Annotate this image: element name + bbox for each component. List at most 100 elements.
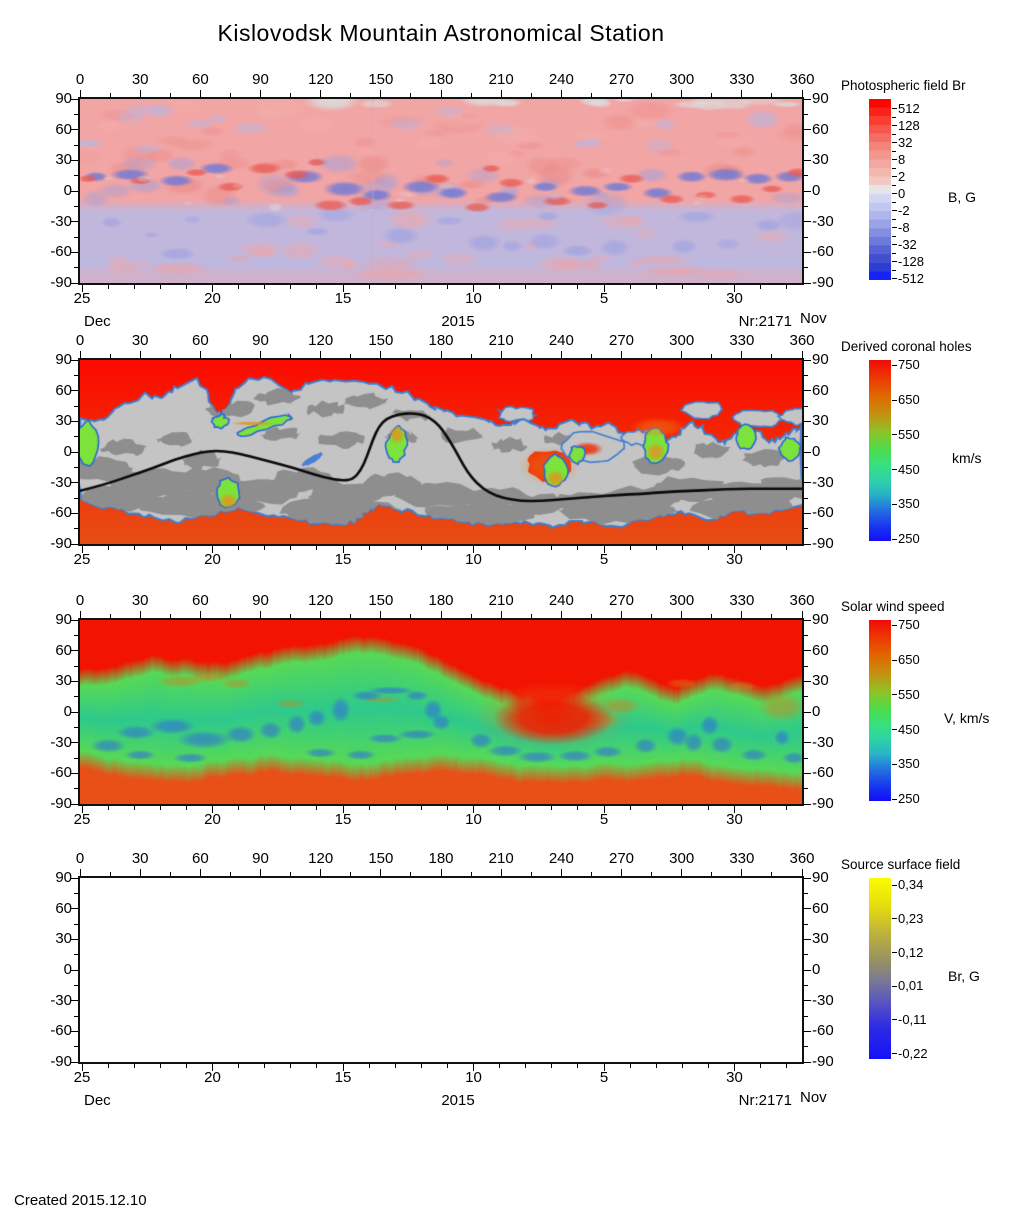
lat-tick <box>71 420 78 422</box>
day-tick <box>238 806 240 810</box>
lon-tick <box>410 354 412 358</box>
lat-tick-label: 30 <box>812 412 829 430</box>
colorbar-tick-label: 750 <box>898 617 920 633</box>
lon-tick-label: 60 <box>191 71 209 88</box>
month-label-left: Dec <box>84 313 111 330</box>
lon-tick-label: 0 <box>75 850 85 867</box>
day-tick <box>551 806 553 810</box>
lat-tick-label: -90 <box>812 535 834 552</box>
colorbar-tick <box>892 159 897 161</box>
lon-tick <box>621 869 622 876</box>
day-tick <box>316 1064 318 1068</box>
day-tick <box>734 806 735 813</box>
day-tick <box>342 285 344 292</box>
day-tick <box>420 285 422 289</box>
colorbar-tick-label: 0,34 <box>898 877 924 893</box>
colorbar-tick <box>892 538 897 540</box>
lon-tick <box>169 354 171 358</box>
lon-tick-label: 150 <box>368 332 394 349</box>
lon-tick <box>109 614 111 618</box>
lat-tick <box>71 390 78 392</box>
lon-tick <box>590 614 592 618</box>
lat-tick-label: 90 <box>812 611 829 628</box>
lat-tick <box>804 877 811 879</box>
lat-tick <box>71 451 78 453</box>
day-tick <box>655 1064 657 1068</box>
day-tick-label: 20 <box>204 811 221 828</box>
year-label: 2015 <box>441 1092 475 1109</box>
lon-tick <box>651 872 653 876</box>
day-tick <box>734 285 735 292</box>
lat-tick-label: 0 <box>812 703 821 720</box>
lon-tick-label: 0 <box>75 332 85 349</box>
colorbar-tick <box>892 763 897 765</box>
colorbar-tick <box>892 193 897 195</box>
lon-tick-label: 150 <box>368 850 394 867</box>
created-note: Created 2015.12.10 <box>14 1192 147 1209</box>
colorbar-tick <box>892 278 897 280</box>
lat-tick-label: -90 <box>50 1053 72 1070</box>
lat-tick <box>804 359 811 361</box>
day-tick <box>473 1064 474 1071</box>
lat-tick-label: -90 <box>50 795 72 812</box>
colorbar-tick-label: 0,01 <box>898 978 924 994</box>
lon-tick <box>681 611 683 618</box>
colorbar-tick-label: -8 <box>898 219 910 235</box>
lat-tick <box>804 113 808 115</box>
colorbar-tick <box>892 659 897 661</box>
lat-tick <box>804 788 808 790</box>
day-tick <box>473 806 474 813</box>
colorbar-minor-tick <box>892 201 896 203</box>
lon-tick <box>530 93 532 97</box>
lat-tick <box>74 1046 78 1048</box>
lon-tick <box>440 351 442 358</box>
lat-tick <box>74 405 78 407</box>
lon-tick <box>560 90 562 97</box>
day-tick <box>290 1064 292 1068</box>
day-tick-label: 5 <box>599 1069 609 1086</box>
lat-tick <box>74 634 78 636</box>
lat-tick <box>71 803 78 805</box>
lon-tick <box>229 93 231 97</box>
colorbar-minor-tick <box>892 184 896 186</box>
lat-tick-label: 60 <box>812 899 829 917</box>
lon-tick <box>440 869 442 876</box>
lat-tick-label: -60 <box>50 1022 72 1040</box>
day-tick <box>238 285 240 289</box>
day-tick-label: 10 <box>465 551 482 568</box>
lon-tick <box>229 872 231 876</box>
lat-tick <box>804 938 811 940</box>
day-tick <box>681 546 683 550</box>
colorbar-tick <box>892 798 897 800</box>
panel-source-surface-field <box>78 876 804 1064</box>
lon-tick <box>229 614 231 618</box>
lon-tick <box>560 869 562 876</box>
lat-tick <box>804 374 808 376</box>
day-tick <box>707 285 709 289</box>
colorbar-tick-label: 450 <box>898 461 920 477</box>
lon-tick-label: 330 <box>729 850 755 867</box>
month-label-left: Dec <box>84 1092 111 1109</box>
lat-tick <box>74 757 78 759</box>
lat-tick <box>804 892 808 894</box>
colorbar-tick <box>892 624 897 626</box>
lat-tick <box>71 1030 78 1032</box>
colorbar-tick <box>892 985 897 987</box>
colorbar-tick <box>892 694 897 696</box>
panel-photospheric-field <box>78 97 804 285</box>
colorbar-tick <box>892 125 897 127</box>
panel-derived-coronal-holes <box>78 358 804 546</box>
lat-tick <box>804 634 808 636</box>
lat-tick-label: 90 <box>812 351 829 368</box>
lat-tick-label: 90 <box>812 90 829 107</box>
lon-tick <box>380 869 382 876</box>
lon-tick-label: 60 <box>191 850 209 867</box>
lat-tick <box>804 984 808 986</box>
lat-tick-label: -30 <box>812 991 834 1009</box>
day-tick <box>707 806 709 810</box>
heatmap-source-surface-field <box>80 878 802 1062</box>
lat-tick <box>804 650 811 652</box>
lat-tick <box>804 1030 811 1032</box>
colorbar-tick <box>892 1019 897 1021</box>
heatmap-derived-coronal-holes <box>80 360 802 544</box>
